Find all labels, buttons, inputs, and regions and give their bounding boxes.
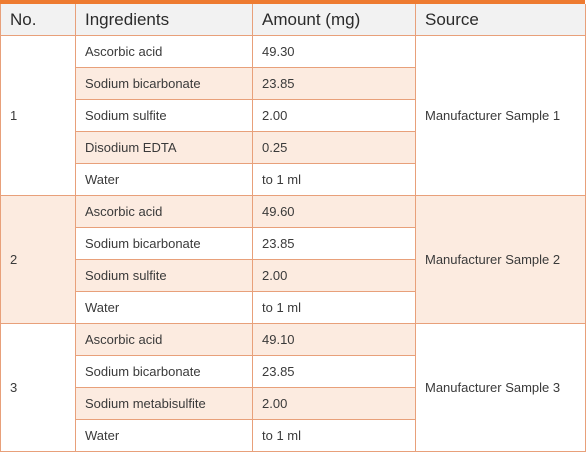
table-row: 3 Ascorbic acid 49.10 Manufacturer Sampl… [0,323,586,452]
source-cell: Manufacturer Sample 2 [415,195,586,324]
ingredient-cell: Water [75,419,253,452]
group-number: 3 [0,323,76,452]
table-header-row: No. Ingredients Amount (mg) Source [0,4,586,36]
amount-cell: to 1 ml [252,291,416,324]
table-row: Water to 1 ml [1,291,586,324]
amount-cell: 49.10 [252,323,416,356]
header-no: No. [0,4,76,36]
source-cell: Manufacturer Sample 1 [415,35,586,196]
amount-cell: 23.85 [252,355,416,388]
group-number: 2 [0,195,76,324]
source-cell: Manufacturer Sample 3 [415,323,586,452]
amount-cell: 2.00 [252,387,416,420]
ingredient-cell: Sodium metabisulfite [75,387,253,420]
table-row: Sodium bicarbonate 23.85 [1,355,586,388]
table-row: Water to 1 ml [1,419,586,452]
amount-cell: to 1 ml [252,419,416,452]
amount-cell: 23.85 [252,227,416,260]
ingredient-cell: Ascorbic acid [75,35,253,68]
ingredient-cell: Sodium bicarbonate [75,227,253,260]
group-number: 1 [0,35,76,196]
table-row: Sodium bicarbonate 23.85 [1,67,586,100]
table-row: Sodium sulfite 2.00 [1,259,586,292]
ingredient-cell: Ascorbic acid [75,195,253,228]
table-row: Water to 1 ml [1,163,586,196]
table-row: 2 Ascorbic acid 49.60 Manufacturer Sampl… [0,195,586,324]
ingredients-table: No. Ingredients Amount (mg) Source 1 Asc… [0,4,586,452]
amount-cell: 23.85 [252,67,416,100]
ingredient-cell: Ascorbic acid [75,323,253,356]
amount-cell: 2.00 [252,259,416,292]
ingredient-cell: Sodium bicarbonate [75,67,253,100]
table-row: Sodium bicarbonate 23.85 [1,227,586,260]
amount-cell: 49.30 [252,35,416,68]
table-row: 1 Ascorbic acid 49.30 Manufacturer Sampl… [0,35,586,196]
ingredient-cell: Water [75,163,253,196]
header-source: Source [415,4,586,36]
amount-cell: 49.60 [252,195,416,228]
amount-cell: to 1 ml [252,163,416,196]
amount-cell: 0.25 [252,131,416,164]
header-amount: Amount (mg) [252,4,416,36]
ingredient-cell: Water [75,291,253,324]
ingredient-cell: Disodium EDTA [75,131,253,164]
ingredient-cell: Sodium sulfite [75,99,253,132]
table-row: Disodium EDTA 0.25 [1,131,586,164]
header-ingredients: Ingredients [75,4,253,36]
ingredient-cell: Sodium sulfite [75,259,253,292]
ingredient-cell: Sodium bicarbonate [75,355,253,388]
amount-cell: 2.00 [252,99,416,132]
